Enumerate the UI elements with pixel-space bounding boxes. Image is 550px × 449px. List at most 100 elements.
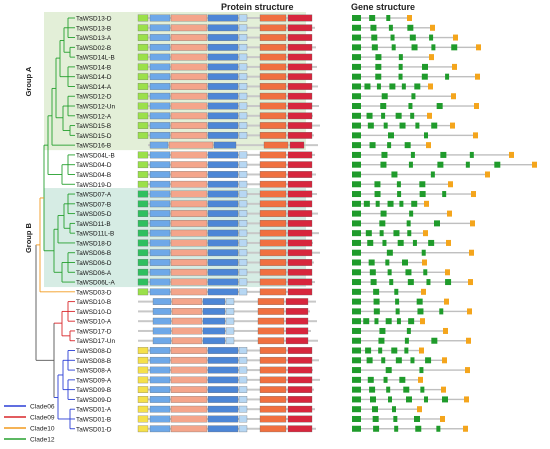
- exon: [494, 161, 501, 168]
- utr: [485, 171, 490, 178]
- exon: [469, 151, 474, 158]
- gene-structure: [352, 83, 433, 90]
- exon: [398, 54, 403, 61]
- protein-structure: [137, 73, 313, 81]
- motif-m6: [207, 425, 239, 433]
- motif-m2: [257, 327, 285, 335]
- exon: [352, 83, 361, 90]
- exon: [395, 357, 402, 364]
- exon: [371, 44, 378, 51]
- gene-label: TaWSD17-D: [76, 328, 112, 335]
- gene-label: TaWSD13-B: [76, 25, 111, 32]
- utr: [423, 230, 428, 237]
- motif-m2: [259, 24, 287, 32]
- exon: [387, 200, 394, 207]
- gene-label: TaWSD08-A: [76, 368, 112, 375]
- exon: [399, 376, 406, 383]
- exon: [405, 269, 412, 276]
- motif-m6: [207, 200, 239, 208]
- motif-m1: [287, 24, 313, 32]
- motif-m4: [225, 298, 235, 305]
- exon: [352, 376, 361, 383]
- motif-m7: [137, 171, 149, 178]
- motif-m6: [207, 190, 239, 198]
- protein-structure: [137, 180, 313, 188]
- utr: [407, 15, 412, 21]
- motif-m6: [207, 43, 239, 51]
- motif-m4: [238, 53, 248, 61]
- motif-m1: [287, 132, 313, 139]
- motif-m4: [238, 73, 248, 81]
- exon: [397, 191, 402, 198]
- protein-structure: [137, 43, 316, 51]
- motif-m2: [259, 229, 287, 237]
- gene-structure: [352, 44, 481, 51]
- utr: [469, 249, 474, 256]
- gene-structure: [352, 337, 471, 344]
- gene-label: TaWSD11L-B: [76, 231, 114, 238]
- motif-m5: [149, 34, 171, 41]
- exon: [381, 93, 388, 100]
- exon: [352, 34, 361, 41]
- motif-m2: [259, 34, 287, 41]
- exon: [370, 279, 377, 286]
- gene-structure: [352, 161, 537, 168]
- exon: [407, 24, 414, 31]
- motif-m3: [170, 386, 208, 393]
- motif-m3: [170, 180, 208, 188]
- motif-m8: [137, 278, 149, 286]
- protein-structure: [138, 298, 316, 305]
- exon: [415, 425, 422, 432]
- motif-m6: [207, 132, 239, 139]
- motif-m7: [137, 92, 149, 100]
- motif-m1: [287, 53, 313, 61]
- protein-structure: [137, 376, 320, 384]
- utr: [417, 406, 422, 413]
- motif-m5: [152, 327, 172, 335]
- group-labels: Group A Group B: [24, 66, 33, 253]
- motif-m8: [137, 190, 149, 198]
- motif-m4: [238, 229, 248, 237]
- motif-m4: [238, 24, 248, 32]
- exon: [385, 259, 390, 266]
- exon: [375, 54, 382, 61]
- exon: [352, 151, 361, 158]
- motif-m6: [207, 376, 239, 384]
- motif-m5: [149, 288, 171, 296]
- motif-m2: [257, 317, 285, 325]
- protein-structure: [137, 92, 313, 100]
- motif-m8: [137, 239, 149, 247]
- gene-labels: TaWSD13-D TaWSD13-B TaWSD13-A TaWSD02-B TaWS…: [76, 16, 116, 434]
- gene-label: TaWSD09-D: [76, 397, 112, 404]
- motif-m4: [238, 34, 248, 41]
- exon: [352, 396, 361, 403]
- motif-m7: [137, 132, 149, 139]
- motif-m4: [238, 366, 248, 374]
- gene-structure: [352, 54, 434, 61]
- gene-label: TaWSD04L-B: [76, 152, 115, 159]
- exon: [389, 279, 394, 286]
- utr: [450, 122, 455, 129]
- exon: [386, 15, 391, 21]
- utr: [466, 337, 471, 344]
- utr: [473, 132, 478, 139]
- motif-m2: [263, 141, 289, 149]
- motif-m3: [170, 356, 208, 364]
- exon: [372, 406, 378, 413]
- motif-m4: [225, 327, 235, 335]
- motif-m1: [287, 73, 313, 81]
- gene-label: TaWSD14-B: [76, 64, 111, 71]
- motif-m2: [259, 396, 287, 403]
- motif-m1: [287, 180, 313, 188]
- exon: [399, 200, 404, 207]
- exon: [419, 181, 426, 188]
- protein-structure: [137, 259, 314, 266]
- motif-m3: [170, 415, 208, 423]
- motif-m5: [149, 83, 171, 90]
- gene-label: TaWSD11-B: [76, 221, 111, 228]
- group-label-a: Group A: [24, 66, 33, 96]
- exon: [383, 122, 388, 129]
- motif-m2: [259, 288, 287, 296]
- exon: [407, 279, 414, 286]
